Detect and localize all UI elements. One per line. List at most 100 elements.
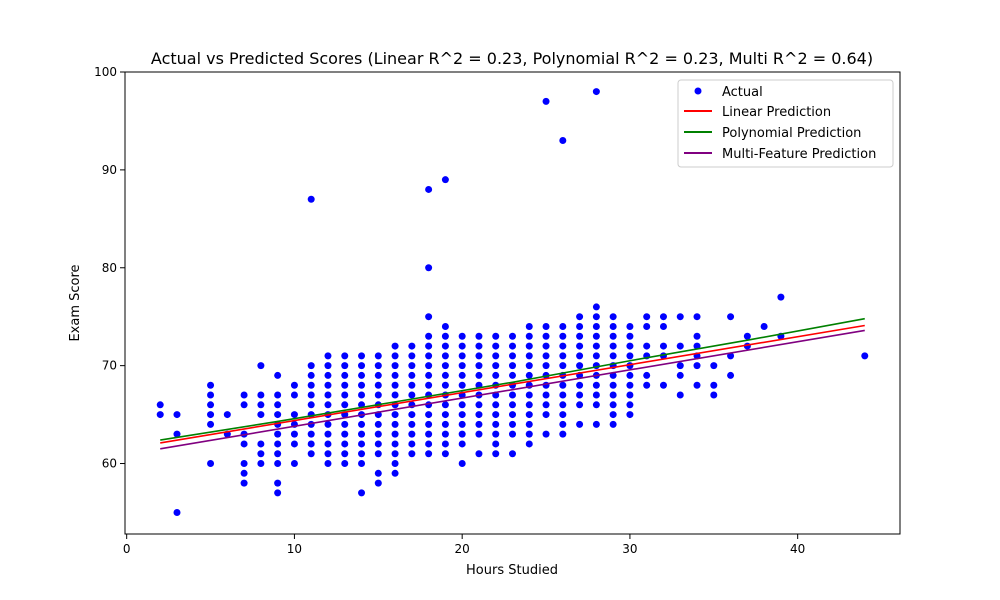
data-point: [643, 371, 651, 379]
data-point: [559, 391, 567, 399]
data-point: [609, 420, 617, 428]
data-point: [324, 450, 332, 458]
data-point: [207, 381, 215, 389]
legend-label-polynomial: Polynomial Prediction: [722, 126, 861, 141]
data-point: [358, 430, 366, 438]
data-point: [626, 371, 634, 379]
data-point: [441, 332, 449, 340]
data-point: [358, 450, 366, 458]
data-point: [274, 411, 282, 419]
data-point: [441, 381, 449, 389]
data-point: [425, 411, 433, 419]
data-point: [441, 342, 449, 350]
data-point: [509, 332, 516, 340]
data-point: [441, 440, 449, 448]
data-point: [425, 342, 433, 350]
data-point: [358, 440, 366, 448]
data-point: [324, 460, 332, 468]
data-point: [341, 460, 349, 468]
data-point: [290, 440, 298, 448]
y-tick-label: 70: [102, 359, 117, 373]
data-point: [358, 391, 366, 399]
data-point: [274, 401, 282, 409]
data-point: [659, 322, 667, 330]
data-point: [458, 381, 466, 389]
data-point: [592, 322, 600, 330]
polynomial-prediction-line: [160, 317, 865, 441]
data-point: [391, 450, 399, 458]
data-point: [525, 352, 533, 360]
data-point: [290, 411, 298, 419]
data-point: [290, 381, 298, 389]
data-point: [475, 450, 483, 458]
data-point: [341, 401, 349, 409]
data-point: [458, 460, 466, 468]
data-point: [743, 332, 751, 340]
data-point: [408, 391, 416, 399]
data-point: [374, 469, 382, 477]
data-point: [240, 391, 248, 399]
data-point: [358, 362, 366, 370]
data-point: [358, 381, 366, 389]
data-point: [458, 430, 466, 438]
data-point: [274, 391, 282, 399]
data-point: [341, 450, 349, 458]
data-point: [525, 391, 533, 399]
data-point: [693, 362, 701, 370]
data-point: [676, 371, 684, 379]
data-point: [391, 381, 399, 389]
data-point: [609, 391, 617, 399]
data-point: [861, 352, 869, 360]
data-point: [307, 440, 315, 448]
data-point: [475, 352, 483, 360]
data-point: [592, 342, 600, 350]
data-point: [441, 352, 449, 360]
data-point: [458, 420, 466, 428]
data-point: [509, 401, 516, 409]
data-point: [441, 322, 449, 330]
data-point: [492, 430, 500, 438]
data-point: [307, 401, 315, 409]
data-point: [542, 332, 550, 340]
data-point: [425, 371, 433, 379]
data-point: [609, 352, 617, 360]
data-point: [341, 381, 349, 389]
data-point: [274, 479, 282, 487]
data-point: [156, 401, 164, 409]
x-tick-label: 10: [287, 542, 302, 556]
data-point: [425, 440, 433, 448]
data-point: [374, 440, 382, 448]
data-point: [559, 342, 567, 350]
y-tick-label: 90: [102, 163, 117, 177]
data-point: [374, 362, 382, 370]
data-point: [592, 313, 600, 321]
data-point: [609, 342, 617, 350]
data-point: [358, 352, 366, 360]
data-point: [492, 440, 500, 448]
data-point: [525, 401, 533, 409]
multi-feature-prediction-line: [160, 329, 865, 450]
data-point: [626, 381, 634, 389]
data-point: [727, 313, 735, 321]
data-point: [274, 460, 282, 468]
data-point: [441, 430, 449, 438]
data-point: [257, 460, 265, 468]
data-point: [492, 420, 500, 428]
data-point: [290, 460, 298, 468]
data-point: [542, 322, 550, 330]
data-point: [509, 430, 516, 438]
data-point: [207, 411, 215, 419]
data-point: [525, 371, 533, 379]
data-point: [643, 342, 651, 350]
data-point: [408, 362, 416, 370]
data-point: [324, 401, 332, 409]
data-point: [559, 362, 567, 370]
data-point: [509, 450, 516, 458]
data-point: [374, 430, 382, 438]
data-point: [341, 420, 349, 428]
data-point: [542, 411, 550, 419]
data-point: [609, 381, 617, 389]
data-point: [559, 411, 567, 419]
plot-area: [124, 71, 901, 535]
